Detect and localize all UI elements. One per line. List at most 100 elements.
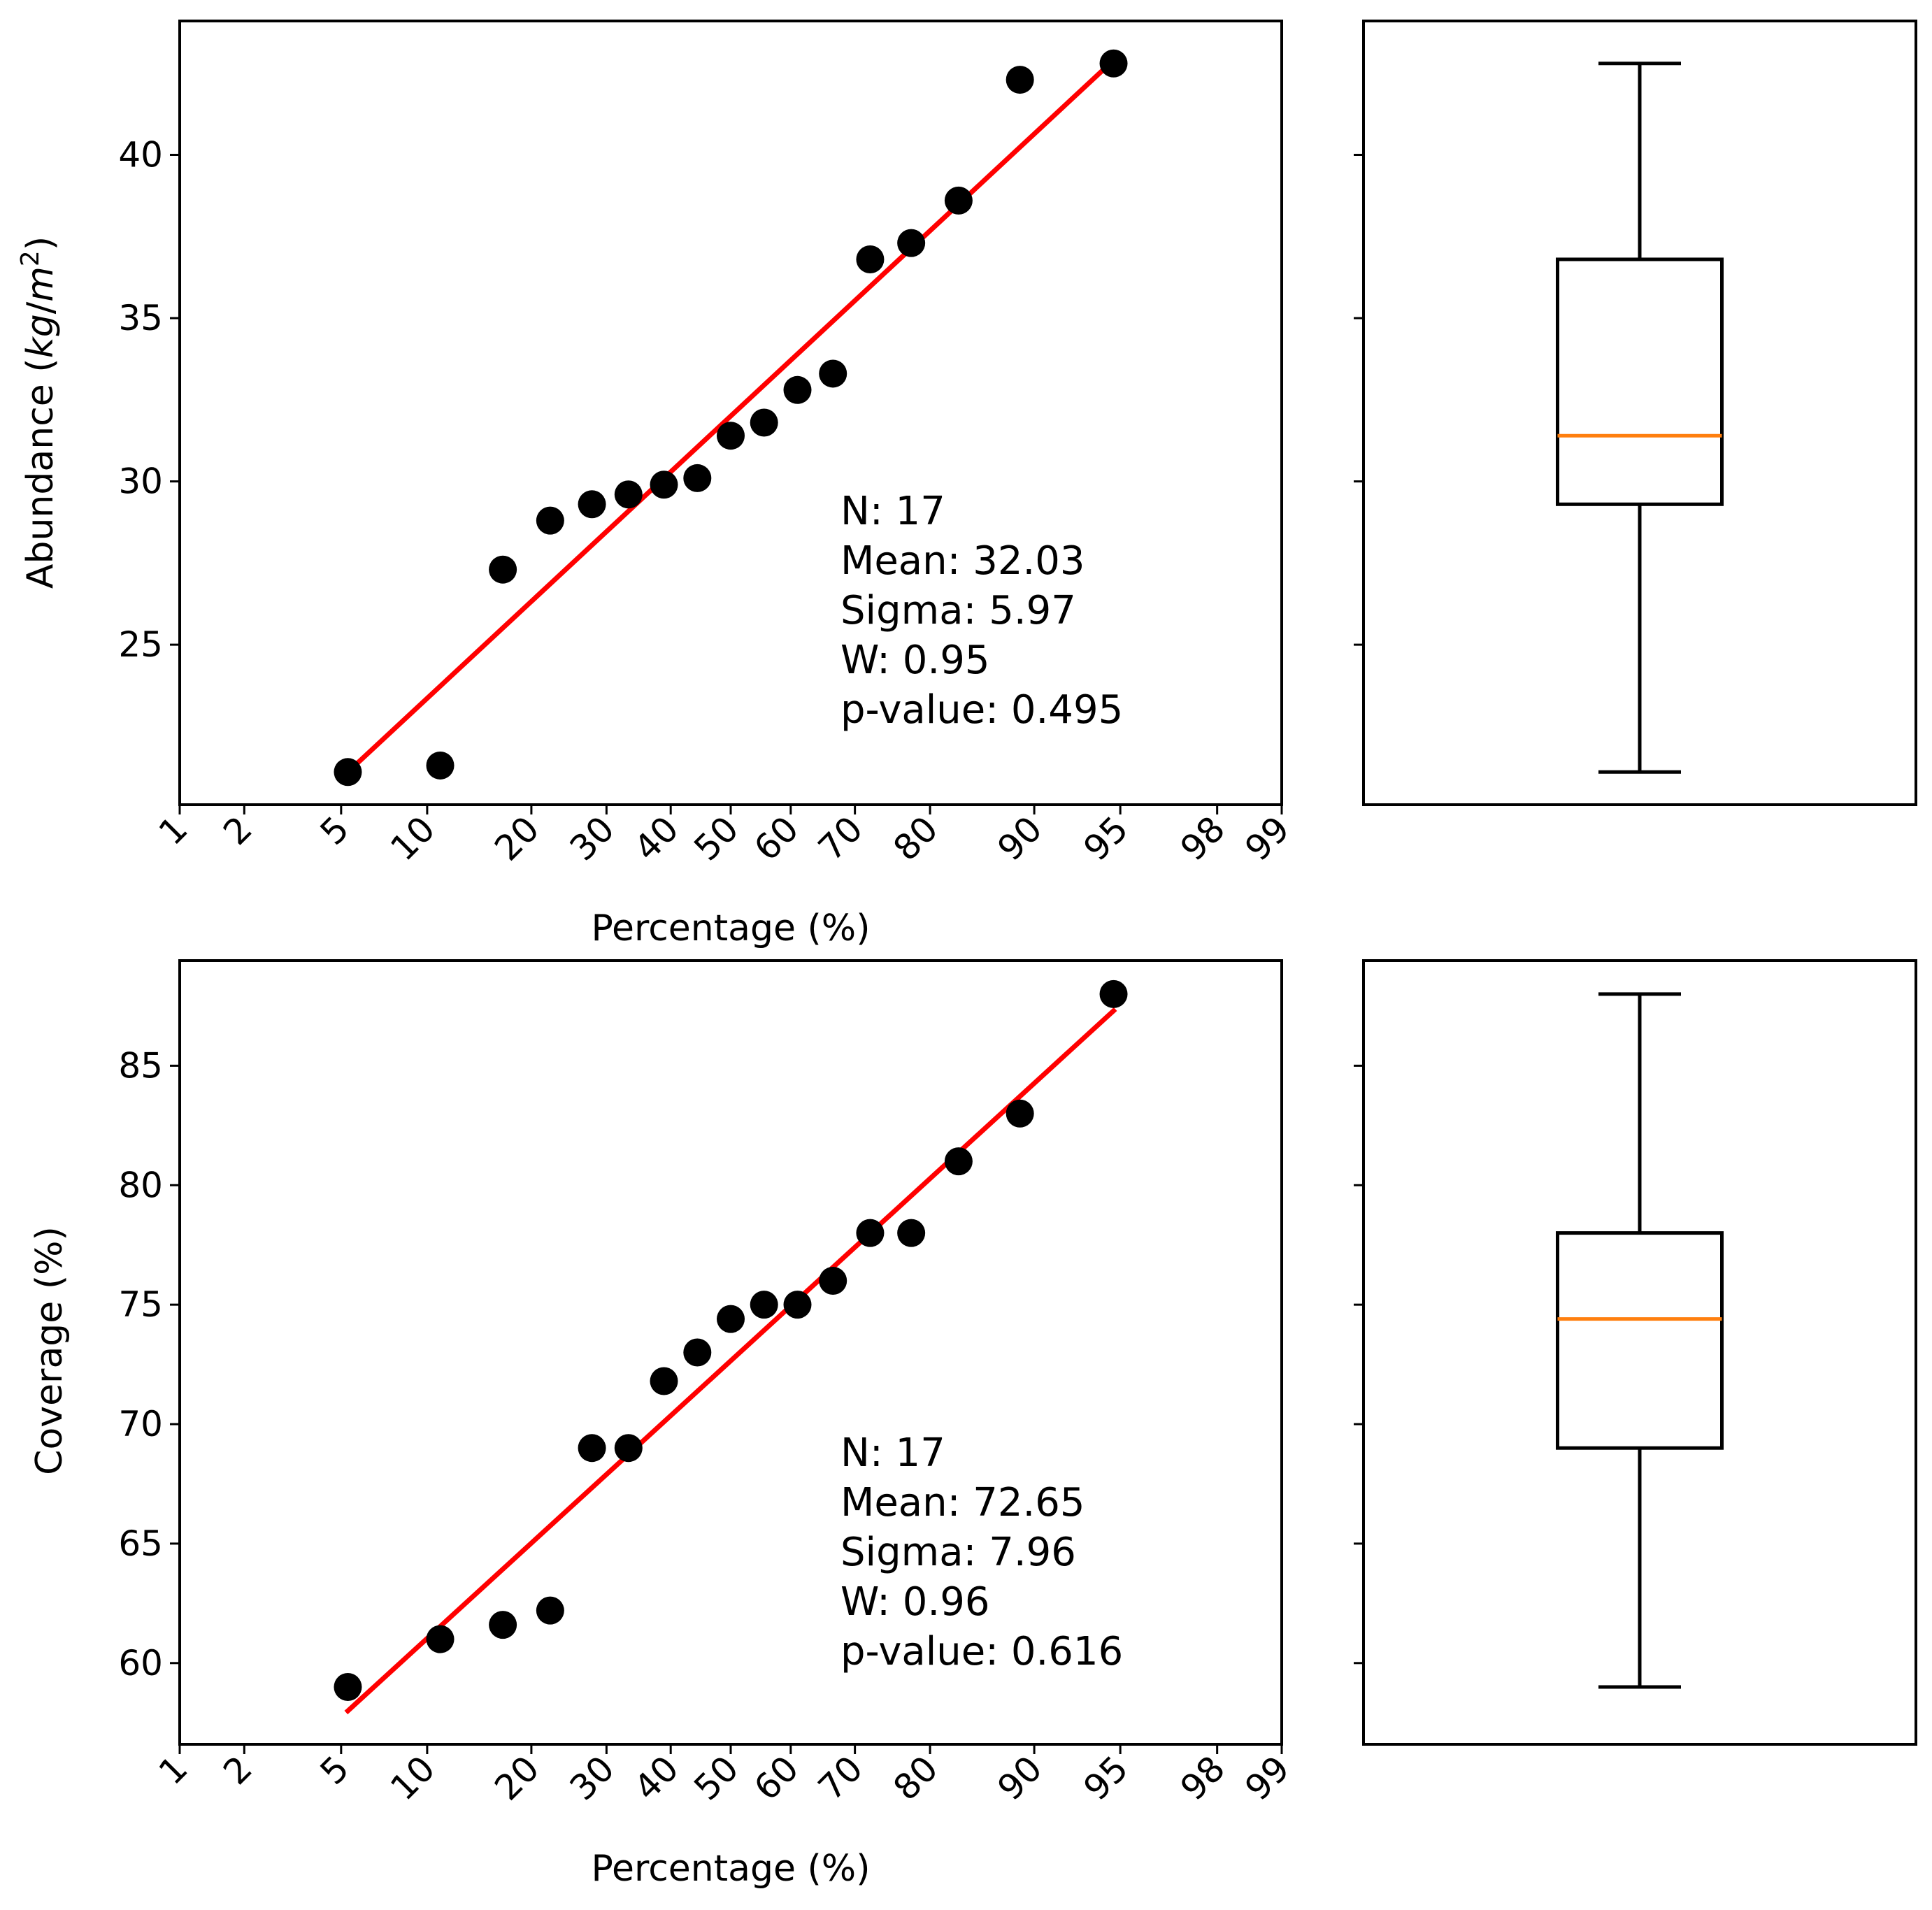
abundance-y-axis: 25 30 35 40 xyxy=(118,135,180,665)
stat-p-value: p-value: 0.495 xyxy=(840,687,1123,733)
data-point xyxy=(578,1434,606,1463)
abundance-box-frame xyxy=(1362,20,1917,806)
x-tick-label: 2 xyxy=(215,1748,260,1793)
x-tick-label: 98 xyxy=(1173,1748,1233,1808)
x-tick-label: 90 xyxy=(990,1748,1050,1808)
x-tick-label: 80 xyxy=(886,1748,946,1808)
iqr-box xyxy=(1556,257,1724,506)
abundance-y-axis-label: Abundance (kg/m2) xyxy=(16,236,62,589)
data-point xyxy=(819,359,847,388)
y-tick-label: 85 xyxy=(118,1045,163,1086)
abundance-box-y-ticks xyxy=(1354,154,1364,646)
data-point xyxy=(650,1367,678,1395)
x-tick-label: 30 xyxy=(562,808,622,868)
y-tick-label: 60 xyxy=(118,1643,163,1683)
data-point xyxy=(783,375,812,404)
x-tick-label: 1 xyxy=(151,1748,196,1793)
data-point xyxy=(1099,979,1128,1008)
data-point xyxy=(944,186,973,215)
x-tick-label: 20 xyxy=(487,1748,547,1808)
data-point xyxy=(819,1266,847,1295)
data-point xyxy=(489,1611,517,1639)
data-point xyxy=(426,751,455,780)
y-tick-label: 75 xyxy=(118,1284,163,1325)
data-point xyxy=(783,1291,812,1319)
data-point xyxy=(1006,66,1034,94)
data-point xyxy=(683,1338,712,1367)
stat-n: N: 17 xyxy=(840,489,945,534)
data-point xyxy=(717,422,745,450)
x-tick-label: 10 xyxy=(382,1748,443,1808)
y-tick-label: 40 xyxy=(118,135,163,175)
abundance-x-axis-label: Percentage (%) xyxy=(591,907,870,949)
coverage-box-frame xyxy=(1362,959,1917,1746)
x-tick-label: 60 xyxy=(746,1748,806,1808)
x-tick-label: 98 xyxy=(1173,808,1233,868)
data-point xyxy=(650,471,678,499)
data-point xyxy=(536,506,564,535)
data-point xyxy=(683,464,712,492)
stat-p-value: p-value: 0.616 xyxy=(840,1629,1123,1674)
x-tick-label: 50 xyxy=(686,1748,746,1808)
data-point xyxy=(944,1147,973,1176)
data-point xyxy=(489,555,517,584)
x-tick-label: 90 xyxy=(990,808,1050,868)
x-tick-label: 95 xyxy=(1076,808,1136,868)
stat-mean: Mean: 72.65 xyxy=(840,1480,1085,1525)
fit-line xyxy=(344,1007,1117,1715)
coverage-y-axis-label: Coverage (%) xyxy=(29,1226,71,1475)
coverage-box-y-ticks xyxy=(1354,1064,1364,1665)
coverage-probability-plot: 60 65 70 75 80 85 1 2 5 10 20 30 40 50 60 70 80 90 95 98 99… xyxy=(29,959,1297,1890)
data-point xyxy=(1099,49,1128,78)
x-tick-label: 10 xyxy=(382,808,443,868)
data-point xyxy=(426,1625,455,1653)
x-tick-label: 80 xyxy=(886,808,946,868)
x-tick-label: 50 xyxy=(686,808,746,868)
y-tick-label: 70 xyxy=(118,1404,163,1444)
x-tick-label: 20 xyxy=(487,808,547,868)
x-tick-label: 40 xyxy=(627,808,687,868)
abundance-box-marks xyxy=(1556,62,1724,774)
abundance-x-axis: 1 2 5 10 20 30 40 50 60 70 80 90 95 98 99 xyxy=(151,805,1297,868)
data-point xyxy=(614,480,643,509)
coverage-y-axis: 60 65 70 75 80 85 xyxy=(118,1045,180,1683)
stat-mean: Mean: 32.03 xyxy=(840,538,1085,584)
stat-w: W: 0.95 xyxy=(840,638,989,683)
x-tick-label: 70 xyxy=(810,1748,871,1808)
stat-w: W: 0.96 xyxy=(840,1579,989,1625)
stat-sigma: Sigma: 5.97 xyxy=(840,588,1076,633)
x-tick-label: 2 xyxy=(215,808,260,853)
x-tick-label: 60 xyxy=(746,808,806,868)
data-point xyxy=(856,1219,885,1247)
coverage-x-axis-label: Percentage (%) xyxy=(591,1848,870,1890)
data-point xyxy=(750,1291,778,1319)
abundance-stats: N: 17 Mean: 32.03 Sigma: 5.97 W: 0.95 p-… xyxy=(840,489,1123,733)
coverage-plot-frame xyxy=(178,959,1283,1746)
data-point xyxy=(334,758,362,787)
abundance-box-plot xyxy=(1354,20,1917,806)
data-point xyxy=(334,1672,362,1701)
stat-sigma: Sigma: 7.96 xyxy=(840,1530,1076,1575)
y-tick-label: 65 xyxy=(118,1523,163,1564)
x-tick-label: 70 xyxy=(810,808,871,868)
coverage-stats: N: 17 Mean: 72.65 Sigma: 7.96 W: 0.96 p-… xyxy=(840,1430,1123,1674)
coverage-x-axis: 1 2 5 10 20 30 40 50 60 70 80 90 95 98 99 xyxy=(151,1744,1297,1808)
stat-n: N: 17 xyxy=(840,1430,945,1476)
x-tick-label: 5 xyxy=(313,1748,357,1793)
iqr-box xyxy=(1556,1231,1724,1450)
data-point xyxy=(750,408,778,437)
data-point xyxy=(578,490,606,519)
data-point xyxy=(897,229,926,257)
data-point xyxy=(536,1596,564,1625)
x-tick-label: 40 xyxy=(627,1748,687,1808)
data-point xyxy=(614,1434,643,1463)
x-tick-label: 95 xyxy=(1076,1748,1136,1808)
data-point xyxy=(856,245,885,273)
x-tick-label: 99 xyxy=(1237,1748,1297,1808)
x-tick-label: 30 xyxy=(562,1748,622,1808)
coverage-box-plot xyxy=(1354,959,1917,1746)
fit-line xyxy=(344,57,1117,776)
y-tick-label: 30 xyxy=(118,461,163,502)
